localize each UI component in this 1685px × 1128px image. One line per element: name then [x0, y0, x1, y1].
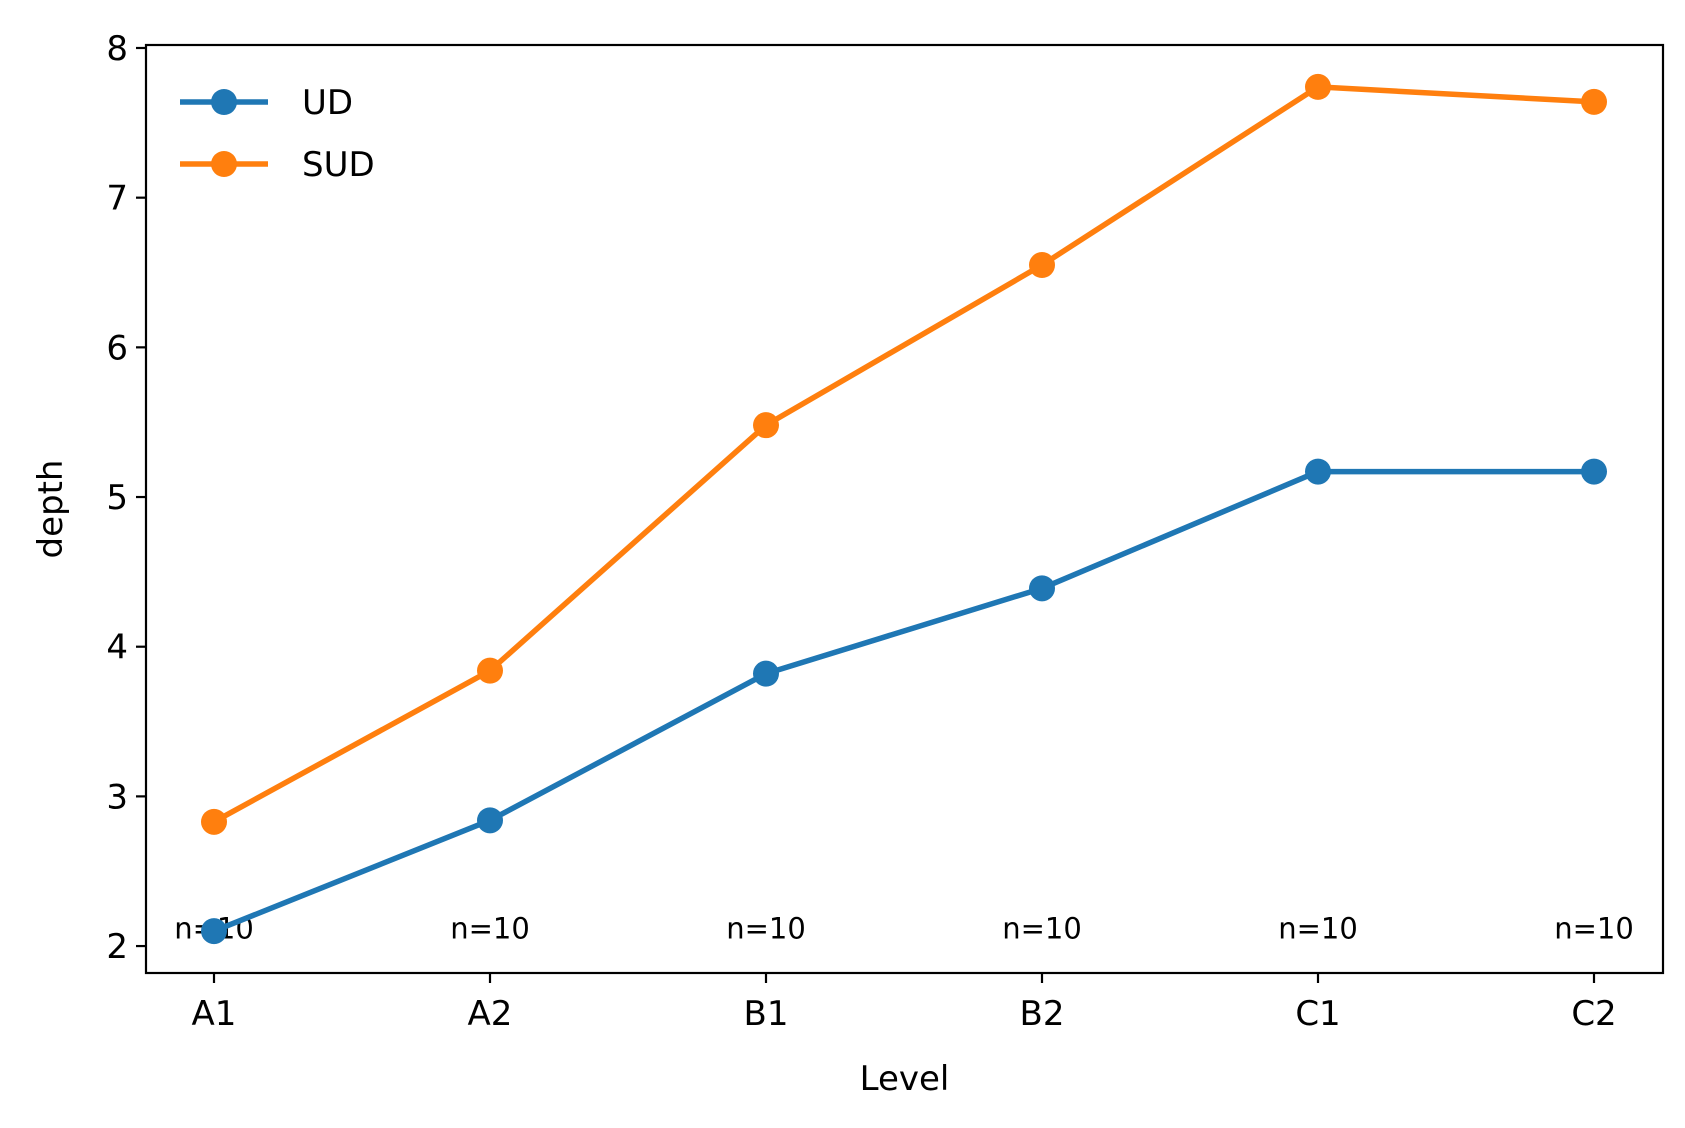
legend-item: SUD: [180, 145, 375, 185]
x-tick-label: C1: [1295, 994, 1340, 1034]
legend-marker: [211, 151, 237, 177]
data-point: [753, 660, 779, 687]
y-tick-label: 6: [106, 328, 128, 368]
data-point: [1305, 73, 1331, 100]
data-point: [1581, 458, 1607, 485]
series-sud: [201, 73, 1607, 835]
data-point: [1029, 575, 1055, 602]
sample-size-label: n=10: [1278, 912, 1358, 946]
sample-size-label: n=10: [726, 912, 806, 946]
y-axis-ticks: 2 3 4 5 6 7 8: [106, 29, 146, 967]
x-tick-label: B2: [1020, 994, 1065, 1034]
legend: UD SUD: [180, 83, 375, 185]
legend-marker: [211, 89, 237, 115]
series-line: [212, 84, 1595, 825]
data-point: [1029, 252, 1055, 279]
sample-size-annotations: n=10n=10n=10n=10n=10n=10: [174, 912, 1634, 946]
x-axis-ticks: A1 A2 B1 B2 C1 C2: [192, 973, 1617, 1034]
y-tick-label: 2: [106, 927, 128, 967]
x-tick-label: A2: [468, 994, 513, 1034]
data-point: [1581, 88, 1607, 115]
y-tick-label: 3: [106, 777, 128, 817]
legend-item: UD: [180, 83, 353, 123]
sample-size-label: n=10: [1002, 912, 1082, 946]
series-group: [201, 73, 1607, 945]
data-point: [201, 918, 227, 945]
y-tick-label: 7: [106, 179, 128, 219]
y-tick-label: 8: [106, 29, 128, 69]
data-point: [201, 808, 227, 835]
y-axis-label: depth: [31, 460, 71, 559]
x-axis-label: Level: [860, 1059, 950, 1099]
plot-area: [144, 43, 1665, 975]
x-tick-label: B1: [744, 994, 789, 1034]
data-point: [477, 657, 503, 684]
sample-size-label: n=10: [450, 912, 530, 946]
data-point: [1305, 458, 1331, 485]
data-point: [753, 412, 779, 439]
series-ud: [201, 458, 1607, 945]
x-tick-label: A1: [192, 994, 237, 1034]
y-tick-label: 4: [106, 628, 128, 668]
sample-size-label: n=10: [1554, 912, 1634, 946]
legend-label: UD: [302, 83, 353, 123]
series-line: [212, 468, 1594, 934]
data-point: [477, 807, 503, 834]
y-tick-label: 5: [106, 478, 128, 518]
legend-label: SUD: [302, 145, 375, 185]
x-tick-label: C2: [1571, 994, 1616, 1034]
